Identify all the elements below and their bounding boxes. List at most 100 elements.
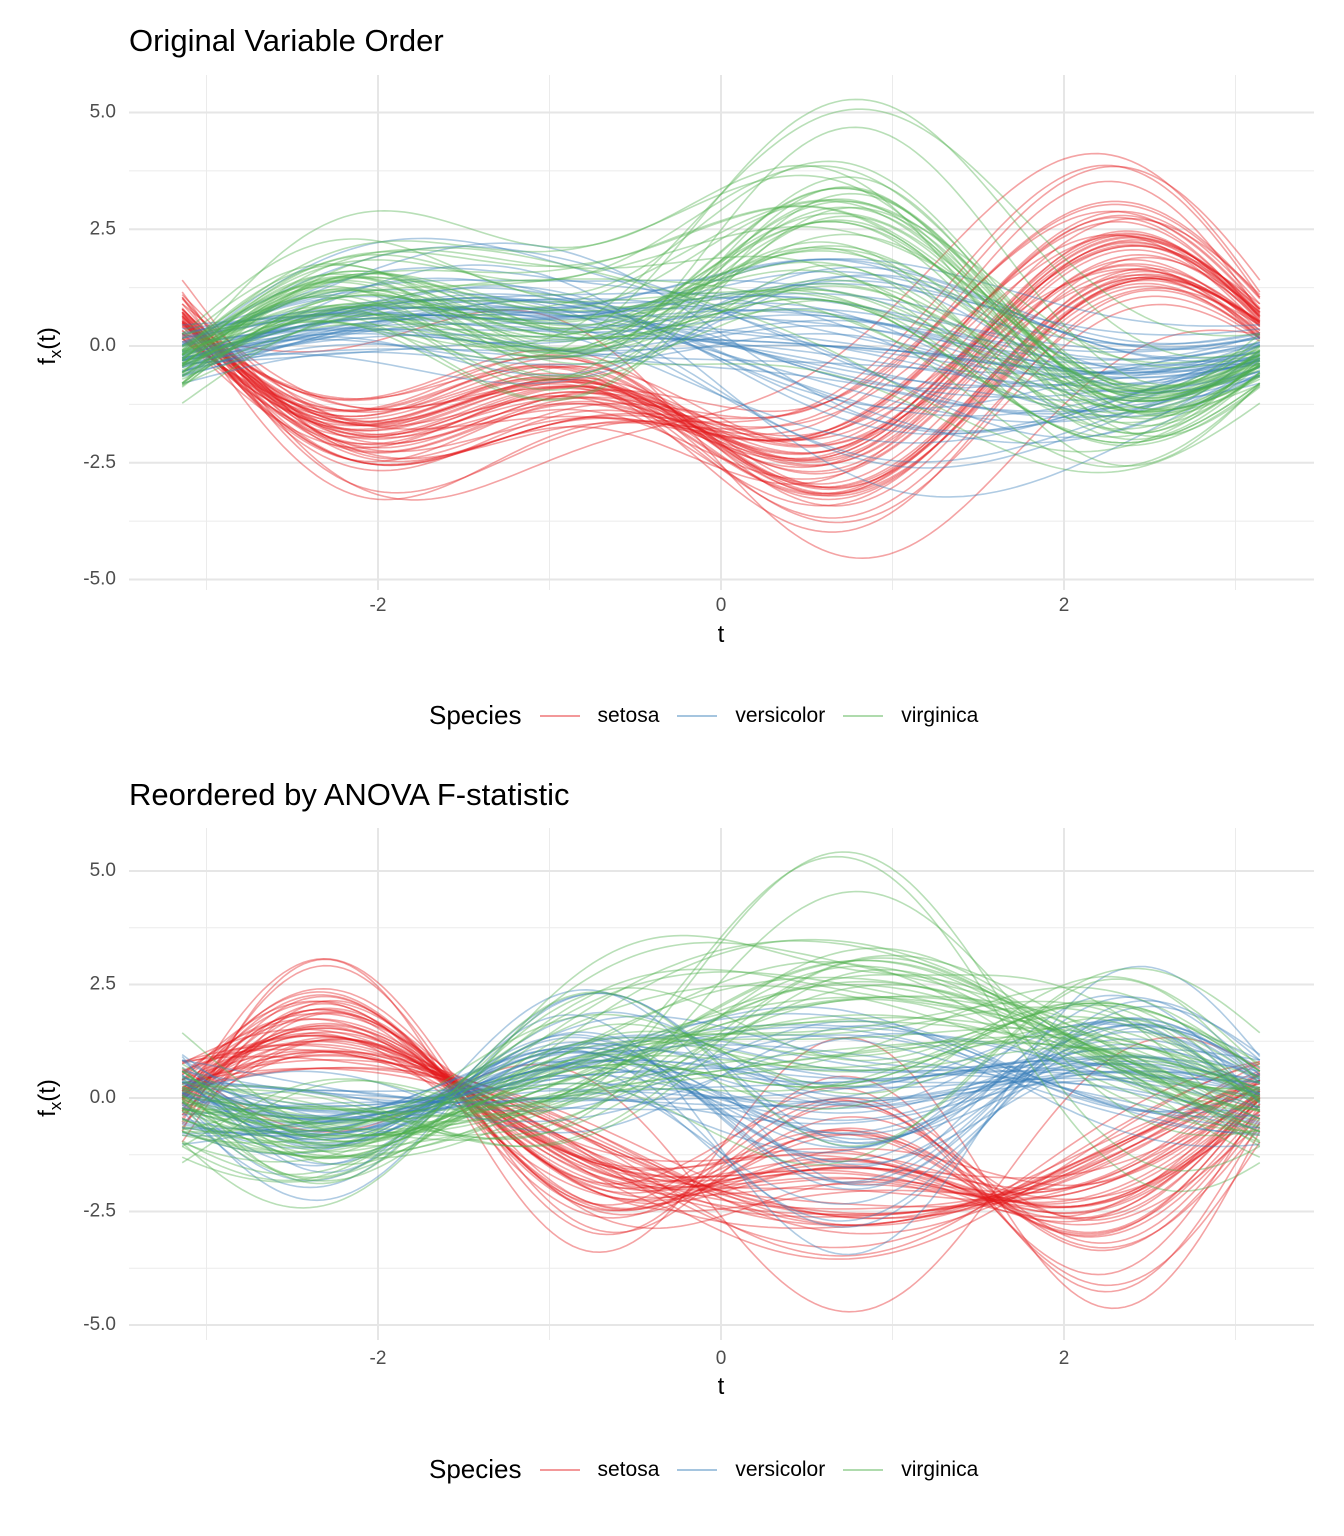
curve-virginica <box>181 968 1261 1176</box>
curve-setosa <box>181 1043 1261 1227</box>
curve-setosa <box>181 1002 1261 1252</box>
curve-setosa <box>181 1027 1261 1204</box>
curve-virginica <box>181 1013 1261 1132</box>
curve-virginica <box>182 959 1260 1137</box>
curve-virginica <box>182 968 1260 1148</box>
curve-virginica <box>181 1015 1261 1160</box>
curve-virginica <box>182 984 1261 1144</box>
curve-versicolor <box>182 258 1260 345</box>
curve-setosa <box>181 241 1261 456</box>
curve-virginica <box>182 957 1260 1148</box>
curve-setosa <box>181 995 1261 1244</box>
curve-versicolor <box>181 314 1261 385</box>
curve-virginica <box>181 160 1261 391</box>
curve-versicolor <box>181 1011 1261 1167</box>
curve-versicolor <box>181 1005 1261 1222</box>
y-tick-label: 5.0 <box>90 860 116 881</box>
curve-setosa <box>181 1040 1261 1216</box>
curve-setosa <box>181 277 1261 497</box>
curve-versicolor <box>182 292 1260 346</box>
curve-setosa <box>181 1024 1261 1215</box>
curve-setosa <box>181 1012 1261 1194</box>
curve-virginica <box>181 246 1261 453</box>
curve-virginica <box>181 272 1261 468</box>
curve-versicolor <box>182 1006 1260 1148</box>
curve-versicolor <box>182 299 1260 410</box>
legend-label-setosa: setosa <box>597 703 660 727</box>
curve-virginica <box>181 1002 1261 1143</box>
curve-setosa <box>181 1025 1261 1208</box>
curve-setosa <box>181 1031 1261 1205</box>
curve-versicolor <box>181 1046 1261 1141</box>
curve-setosa <box>181 1034 1261 1218</box>
chart-plot-area: 5.0 2.5 0.0 -2.5 -5.0 -2 0 2 t fx(t) <box>34 828 1314 1400</box>
curve-versicolor <box>182 1024 1260 1138</box>
curve-versicolor <box>182 298 1260 390</box>
curve-virginica <box>181 276 1261 414</box>
legend-label-virginica: virginica <box>901 703 979 727</box>
curve-versicolor <box>181 307 1261 413</box>
curve-versicolor <box>181 314 1261 444</box>
curve-virginica <box>181 247 1261 395</box>
chart-panel-original: Original Variable Order 5.0 2.5 0.0 -2.5 -5.… <box>0 0 1344 760</box>
curve-virginica <box>181 971 1261 1154</box>
curve-setosa <box>181 267 1261 495</box>
curve-versicolor <box>182 333 1260 379</box>
curve-virginica <box>181 299 1261 447</box>
curve-setosa <box>181 1038 1261 1208</box>
curve-virginica <box>181 220 1261 403</box>
x-tick-label: 0 <box>716 595 727 616</box>
curve-virginica <box>181 205 1261 388</box>
curve-setosa <box>181 1018 1261 1199</box>
curve-versicolor <box>181 245 1261 415</box>
curve-setosa <box>181 220 1261 467</box>
curve-versicolor <box>182 1049 1260 1133</box>
curve-versicolor <box>181 296 1261 469</box>
curve-versicolor <box>181 293 1261 417</box>
curve-virginica <box>181 205 1261 393</box>
curve-versicolor <box>181 288 1261 375</box>
curve-virginica <box>182 1014 1260 1110</box>
chart-title: Reordered by ANOVA F-statistic <box>129 777 570 812</box>
legend-label-virginica: virginica <box>901 1457 979 1481</box>
curve-versicolor <box>182 1071 1260 1107</box>
curve-virginica <box>181 941 1261 1182</box>
curve-virginica <box>181 164 1261 435</box>
x-tick-label: -2 <box>370 595 387 616</box>
curve-setosa <box>181 285 1261 501</box>
curve-versicolor <box>182 322 1260 393</box>
curve-setosa <box>181 1051 1261 1179</box>
curve-versicolor <box>181 988 1261 1187</box>
curve-versicolor <box>182 1043 1260 1135</box>
y-tick-label: -2.5 <box>83 1201 116 1222</box>
curve-versicolor <box>181 1024 1261 1149</box>
curve-versicolor <box>182 1026 1260 1130</box>
curves-group <box>181 851 1261 1313</box>
curve-virginica <box>181 219 1261 413</box>
curve-versicolor <box>181 1023 1261 1154</box>
curve-versicolor <box>181 1018 1261 1185</box>
curve-setosa <box>181 1032 1261 1201</box>
curve-setosa <box>181 994 1261 1234</box>
curve-setosa <box>181 1066 1261 1220</box>
y-axis-title: fx(t) <box>34 327 65 365</box>
curve-setosa <box>181 200 1261 445</box>
curve-virginica <box>181 285 1261 402</box>
y-tick-label: 5.0 <box>90 102 116 123</box>
curve-virginica <box>182 998 1260 1123</box>
curve-virginica <box>181 250 1261 397</box>
chart-panel-reordered: Reordered by ANOVA F-statistic 5.0 2.5 0.0… <box>0 760 1344 1536</box>
curve-virginica <box>181 1025 1261 1159</box>
curve-virginica <box>181 98 1260 361</box>
x-axis-title: t <box>718 1373 725 1400</box>
curve-setosa <box>181 233 1261 454</box>
curve-versicolor <box>182 1012 1260 1137</box>
curves-group <box>181 98 1261 560</box>
curve-virginica <box>181 220 1261 427</box>
curve-versicolor <box>182 258 1260 327</box>
curve-setosa <box>181 236 1261 447</box>
curve-virginica <box>181 241 1261 441</box>
y-tick-label: 2.5 <box>90 974 116 995</box>
legend-key-versicolor <box>677 714 718 717</box>
curve-virginica <box>182 890 1260 1141</box>
